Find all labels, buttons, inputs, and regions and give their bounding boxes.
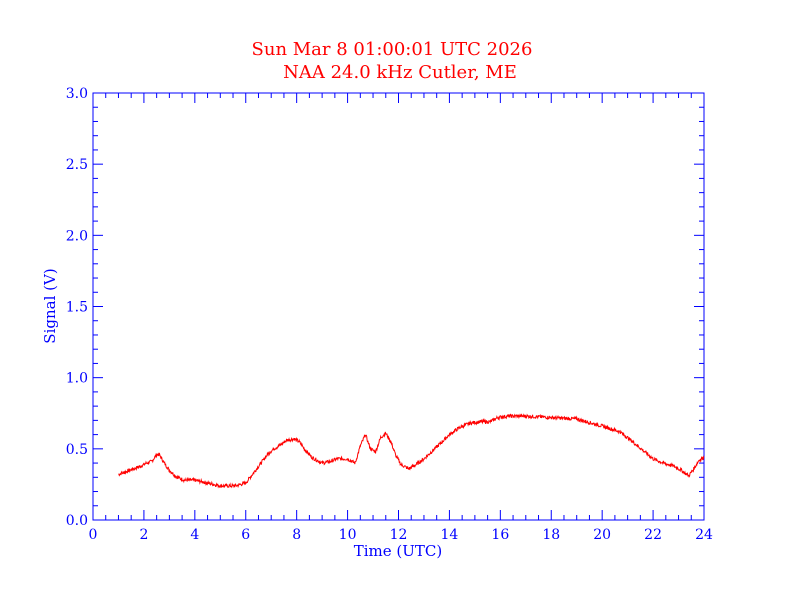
x-tick-label: 4 [190,527,199,543]
series-line [118,413,705,489]
axis-ticks [92,92,705,521]
y-tick-label: 2.0 [66,228,88,244]
x-tick-label: 16 [491,527,509,543]
x-tick-label: 20 [593,527,611,543]
x-tick-label: 2 [139,527,148,543]
x-tick-label: 10 [339,527,357,543]
y-tick-label: 0.0 [66,513,88,529]
x-tick-label: 8 [292,527,301,543]
x-tick-label: 0 [89,527,98,543]
x-tick-labels: 0 2 4 6 8 10 12 14 16 18 20 22 24 [89,527,713,543]
x-tick-label: 14 [441,527,459,543]
x-tick-label: 24 [695,527,713,543]
y-tick-labels: 0.0 0.5 1.0 1.5 2.0 2.5 3.0 [66,86,88,529]
x-axis-label: Time (UTC) [354,542,443,560]
y-tick-label: 2.5 [66,157,88,173]
x-tick-label: 18 [542,527,560,543]
x-tick-label: 12 [390,527,408,543]
chart-title: Sun Mar 8 01:00:01 UTC 2026 [252,39,533,60]
y-tick-label: 1.5 [66,300,88,316]
y-axis-label: Signal (V) [41,268,59,343]
x-tick-label: 22 [644,527,662,543]
x-tick-label: 6 [241,527,250,543]
y-tick-label: 3.0 [66,86,88,102]
y-tick-label: 0.5 [66,442,88,458]
chart-subtitle: NAA 24.0 kHz Cutler, ME [283,62,517,83]
y-tick-label: 1.0 [66,371,88,387]
plot-frame [92,92,705,521]
